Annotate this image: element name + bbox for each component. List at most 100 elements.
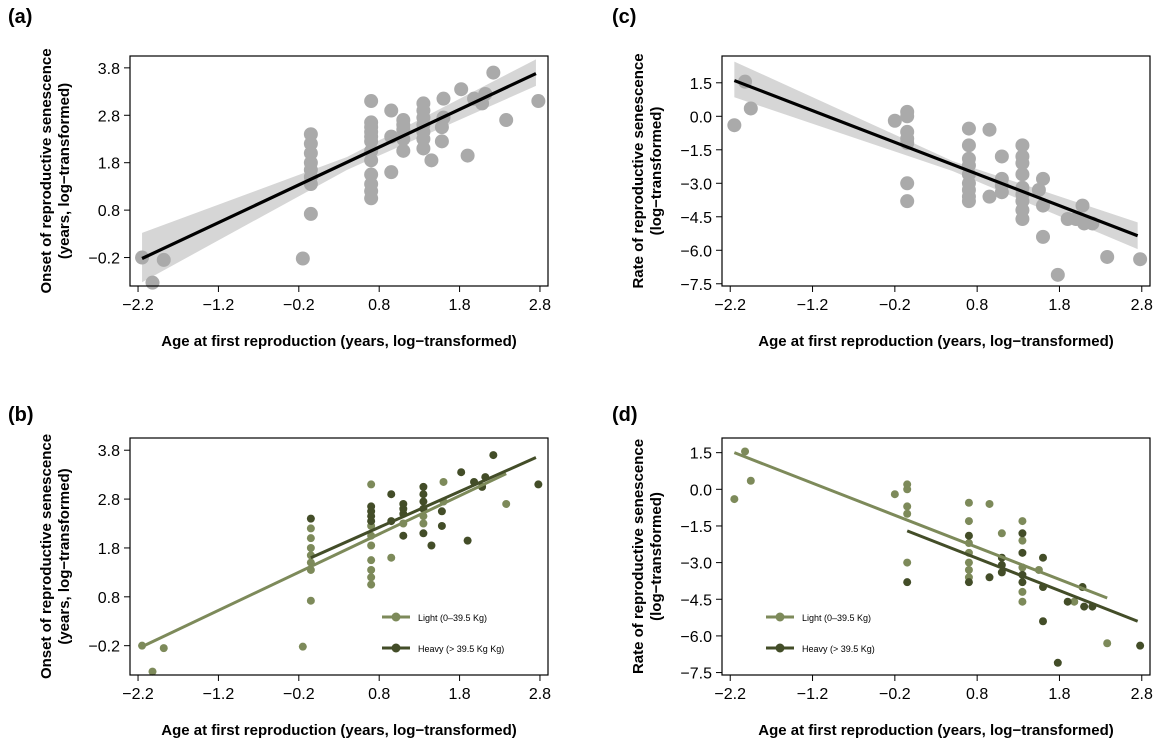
x-axis-label: Age at first reproduction (years, log−tr…: [758, 333, 1113, 350]
data-point-light: [890, 490, 899, 499]
y-axis-label-line: (years, log−transformed): [56, 468, 73, 644]
data-point-light: [903, 502, 912, 511]
data-point-heavy: [367, 502, 376, 511]
y-tick-label: 1.5: [690, 446, 712, 463]
data-point: [295, 251, 310, 266]
y-tick-label: 0.8: [98, 203, 120, 220]
y-axis-label-line: Onset of reproductive senescence: [38, 48, 55, 293]
y-axis-label-line: (log−transformed): [648, 492, 665, 621]
data-point-heavy: [463, 536, 472, 545]
data-point-heavy: [534, 480, 543, 489]
plot-panel-c: −2.2 −1.2 −0.2 0.8 1.8 2.8 −7.5 −6.0 −4.5 −3.0 −1.…: [630, 53, 1153, 350]
x-tick-label: −0.2: [283, 297, 315, 314]
data-point: [1036, 229, 1050, 244]
x-tick-label: 1.8: [1048, 297, 1070, 314]
data-point: [1015, 138, 1030, 153]
plot-panel-d: −2.2 −1.2 −0.2 0.8 1.8 2.8 −7.5 −6.0 −4.5 −3.0 −1.…: [630, 437, 1153, 739]
data-point: [743, 101, 758, 116]
data-point-light: [964, 498, 973, 507]
y-tick-label: 3.8: [98, 61, 120, 78]
data-point: [460, 148, 475, 163]
data-point-light: [964, 558, 973, 567]
data-point-heavy: [1053, 658, 1062, 667]
x-tick-label: −0.2: [879, 686, 911, 703]
x-axis-label: Age at first reproduction (years, log−tr…: [161, 333, 516, 350]
data-point: [961, 138, 976, 153]
data-point-light: [1018, 517, 1027, 526]
x-tick-label: 0.8: [966, 297, 988, 314]
data-point-light: [985, 499, 994, 508]
data-point-heavy: [419, 497, 428, 506]
plot-frame: [721, 437, 1151, 676]
x-tick-label: −1.2: [203, 297, 235, 314]
data-point: [1075, 198, 1090, 213]
data-point: [384, 165, 399, 180]
data-point-heavy: [399, 531, 408, 540]
data-point-heavy: [399, 499, 408, 508]
data-point: [436, 91, 451, 106]
data-point: [384, 103, 399, 118]
data-point-heavy: [1039, 617, 1047, 626]
data-point: [364, 167, 379, 182]
y-axis-label-line: (log−transformed): [648, 107, 665, 236]
x-tick-label: −0.2: [283, 686, 315, 703]
data-point-light: [439, 477, 448, 486]
data-point: [424, 153, 439, 168]
data-point-light: [306, 524, 315, 533]
data-point-heavy: [306, 514, 315, 523]
y-axis-label-line: Rate of reproductive senescence: [630, 53, 647, 288]
data-point-light: [1070, 597, 1079, 606]
data-point: [396, 143, 411, 158]
data-point: [994, 149, 1009, 164]
data-point: [961, 121, 976, 136]
data-point: [1050, 267, 1065, 282]
plot-panel-b: −2.2 −1.2 −0.2 0.8 1.8 2.8 −0.2 0.8 1.8 2.8 3.8 Age…: [38, 434, 551, 739]
data-point: [982, 122, 997, 137]
data-point-heavy: [997, 568, 1006, 577]
data-point-light: [306, 534, 315, 543]
data-point-heavy: [489, 451, 498, 460]
data-point: [303, 127, 318, 142]
y-axis-label-line: (years, log−transformed): [56, 83, 73, 259]
y-tick-label: 3.8: [98, 443, 120, 460]
data-point-heavy: [1039, 553, 1047, 562]
data-point-heavy: [1080, 602, 1089, 611]
data-point-light: [419, 519, 428, 528]
data-point-heavy: [427, 541, 436, 550]
confidence-band: [734, 61, 1138, 250]
plot-frame: [129, 437, 549, 676]
data-point: [145, 275, 160, 290]
data-point-heavy: [985, 573, 994, 582]
data-point-light: [1018, 536, 1027, 545]
legend-swatch-point: [775, 643, 785, 653]
data-point-light: [367, 480, 376, 489]
data-point-light: [148, 667, 157, 676]
data-point: [499, 113, 514, 128]
fit-line-light: [141, 472, 507, 649]
data-point-heavy: [1136, 641, 1145, 650]
x-tick-label: 0.8: [368, 686, 390, 703]
x-tick-label: 1.8: [448, 686, 470, 703]
data-point: [900, 194, 915, 209]
data-point-light: [1018, 587, 1027, 596]
data-point: [156, 252, 171, 267]
data-point: [364, 94, 379, 109]
data-point: [900, 104, 915, 119]
y-tick-label: −4.5: [680, 592, 712, 609]
panel-label-a: (a): [8, 6, 33, 28]
data-point: [1015, 212, 1030, 227]
data-point-light: [367, 580, 376, 589]
x-tick-label: 0.8: [368, 297, 390, 314]
data-point-heavy: [437, 521, 446, 530]
data-point-light: [964, 517, 973, 526]
legend-label: Light (0–39.5 Kg): [802, 613, 871, 623]
y-tick-label: −7.5: [680, 277, 712, 294]
legend-label: Light (0–39.5 Kg): [418, 613, 487, 623]
fit-line-heavy: [906, 529, 1139, 623]
x-tick-label: −1.2: [797, 297, 829, 314]
x-tick-label: 2.8: [529, 297, 551, 314]
y-axis-label: Onset of reproductive senescence(years, …: [38, 434, 73, 679]
y-tick-label: 2.8: [98, 108, 120, 125]
data-point-light: [387, 553, 396, 562]
data-point-light: [903, 558, 912, 567]
